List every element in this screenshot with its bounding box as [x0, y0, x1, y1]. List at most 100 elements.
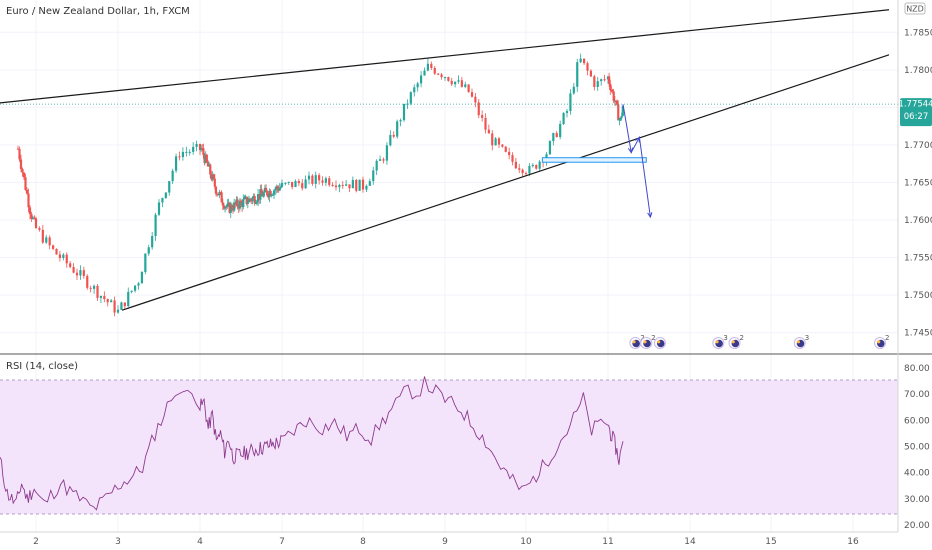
candle — [589, 69, 593, 78]
candle — [92, 284, 96, 294]
candle — [538, 160, 541, 172]
candle — [34, 216, 38, 229]
candle — [355, 178, 358, 193]
candle — [311, 174, 314, 186]
candle — [555, 130, 558, 138]
candle — [238, 197, 241, 212]
candle — [55, 248, 58, 255]
candle — [497, 136, 501, 149]
time-tick-label: 10 — [520, 537, 532, 547]
candle — [157, 199, 161, 217]
event-marker[interactable] — [653, 337, 666, 349]
candle — [106, 298, 109, 307]
candle — [259, 184, 262, 204]
price-tick-label: 1.75500 — [904, 254, 932, 264]
candle — [593, 74, 596, 91]
forecast-path[interactable] — [622, 104, 651, 218]
event-marker[interactable]: 2 — [640, 334, 656, 349]
candle — [565, 108, 569, 118]
candle — [239, 198, 243, 203]
candle — [202, 143, 205, 159]
candle — [504, 145, 507, 153]
candle — [250, 198, 253, 204]
candle — [318, 173, 321, 185]
price-tick-label: 1.76500 — [904, 179, 932, 189]
rsi-line — [0, 376, 624, 511]
candle — [79, 265, 82, 280]
candle — [137, 281, 140, 290]
candle — [244, 194, 247, 199]
event-marker[interactable]: 3 — [793, 334, 809, 349]
candle — [31, 216, 35, 220]
candle — [246, 197, 249, 209]
time-tick-label: 2 — [33, 537, 39, 547]
support-zone[interactable] — [541, 157, 647, 163]
candle — [147, 244, 150, 256]
candle — [221, 198, 224, 210]
candle — [423, 67, 426, 76]
candle — [258, 194, 261, 205]
candle — [416, 81, 419, 92]
price-tick-label: 1.77000 — [904, 141, 932, 151]
candle — [231, 204, 235, 214]
candle — [140, 271, 144, 284]
event-marker[interactable]: 3 — [712, 334, 728, 349]
candle — [144, 253, 147, 275]
currency-badge[interactable] — [904, 2, 926, 15]
time-tick-label: 8 — [360, 537, 366, 547]
candle — [174, 153, 178, 173]
rsi-title: RSI (14, close) — [6, 361, 78, 372]
candle — [113, 296, 116, 317]
candle — [365, 184, 368, 193]
candle — [484, 113, 487, 134]
event-marker[interactable]: 2 — [874, 334, 890, 349]
candle — [30, 211, 33, 222]
price-axis[interactable]: 1.785001.780001.775001.770001.765001.760… — [904, 28, 932, 338]
rsi-tick-label: 40.00 — [904, 469, 930, 479]
candle — [185, 146, 188, 157]
time-axis[interactable]: 2 3 4 7 8 9 10 11 14 15 16 — [33, 537, 859, 547]
time-tick-label: 11 — [602, 537, 613, 547]
candle — [233, 198, 236, 213]
candle — [611, 88, 614, 94]
candle — [237, 204, 240, 213]
candle — [345, 179, 348, 187]
candle — [69, 260, 72, 269]
event-count: 2 — [640, 334, 644, 342]
candle — [341, 181, 344, 189]
candle — [45, 234, 48, 244]
candle — [217, 194, 220, 196]
last-price-label — [900, 98, 932, 127]
event-marker[interactable]: 2 — [629, 334, 645, 349]
time-tick-label: 3 — [115, 537, 121, 547]
candle — [382, 157, 385, 164]
candle — [222, 202, 226, 211]
candle — [494, 137, 497, 146]
candle — [621, 104, 624, 117]
candle — [276, 185, 279, 193]
candle — [219, 191, 222, 195]
rsi-tick-label: 60.00 — [904, 416, 930, 426]
candle — [572, 82, 575, 95]
candle — [223, 205, 227, 213]
candle — [154, 212, 157, 241]
upper-trendline[interactable] — [0, 9, 890, 104]
rsi-tick-label: 20.00 — [904, 521, 930, 531]
candle — [481, 110, 484, 122]
candle — [619, 117, 622, 121]
candle — [559, 120, 562, 140]
candle — [229, 201, 232, 218]
candle — [16, 145, 20, 150]
candle — [378, 155, 382, 161]
lower-trendline[interactable] — [121, 54, 890, 311]
candle — [27, 188, 30, 213]
candle — [48, 235, 51, 250]
candle — [243, 195, 246, 200]
candle — [22, 172, 26, 180]
event-marker[interactable]: 2 — [728, 334, 744, 349]
candle — [491, 130, 494, 151]
price-tick-label: 1.75000 — [904, 291, 932, 301]
forecast-arrowhead — [627, 147, 634, 154]
candle — [474, 92, 477, 108]
rsi-axis[interactable]: 80.00 70.00 60.00 50.00 40.00 30.00 20.00 — [904, 364, 930, 531]
